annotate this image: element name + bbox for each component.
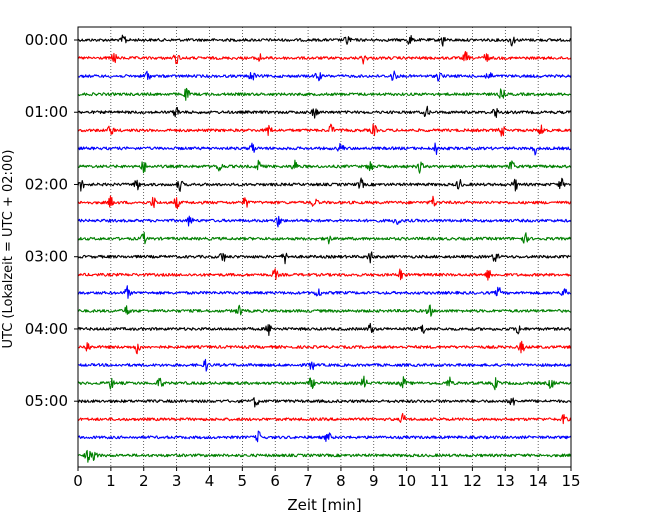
x-tick-label: 6 bbox=[270, 472, 280, 490]
y-tick-label: 03:00 bbox=[25, 248, 68, 266]
trace-0030 bbox=[77, 70, 572, 82]
x-tick-label: 2 bbox=[139, 472, 149, 490]
y-tick-label: 01:00 bbox=[25, 103, 68, 121]
x-tick-label: 7 bbox=[303, 472, 313, 490]
x-tick-label: 0 bbox=[73, 472, 83, 490]
trace-0245 bbox=[77, 231, 572, 245]
y-tick-label: 05:00 bbox=[25, 392, 68, 410]
trace-0445 bbox=[77, 375, 572, 391]
trace-0415 bbox=[77, 340, 572, 355]
trace-0315 bbox=[77, 268, 572, 281]
x-axis-label: Zeit [min] bbox=[287, 496, 361, 514]
trace-0000 bbox=[77, 34, 572, 47]
x-tick-label: 10 bbox=[397, 472, 416, 490]
trace-0330 bbox=[77, 285, 572, 299]
trace-0230 bbox=[77, 215, 572, 228]
y-tick-label: 02:00 bbox=[25, 175, 68, 193]
x-tick-label: 5 bbox=[238, 472, 248, 490]
x-tick-label: 12 bbox=[463, 472, 482, 490]
x-tick-label: 8 bbox=[336, 472, 346, 490]
y-axis: 00:00 01:00 02:00 03:00 04:00 05:00 bbox=[25, 31, 78, 410]
y-tick-label: 00:00 bbox=[25, 31, 68, 49]
x-tick-label: 11 bbox=[430, 472, 449, 490]
x-tick-label: 15 bbox=[561, 472, 580, 490]
x-tick-label: 1 bbox=[106, 472, 116, 490]
trace-0345 bbox=[77, 304, 572, 317]
x-tick-label: 3 bbox=[172, 472, 182, 490]
trace-0130 bbox=[77, 142, 572, 156]
trace-0115 bbox=[77, 123, 572, 137]
trace-0145 bbox=[77, 159, 572, 174]
trace-0545 bbox=[77, 449, 572, 463]
grid-layer bbox=[110, 27, 539, 467]
trace-0500 bbox=[77, 397, 572, 408]
trace-layer bbox=[77, 34, 572, 463]
y-tick-label: 04:00 bbox=[25, 320, 68, 338]
x-tick-label: 4 bbox=[205, 472, 215, 490]
trace-0015 bbox=[77, 51, 572, 65]
trace-0430 bbox=[77, 358, 572, 372]
trace-0300 bbox=[77, 251, 572, 265]
trace-0400 bbox=[77, 322, 572, 336]
trace-0515 bbox=[77, 412, 572, 425]
plot-frame bbox=[77, 26, 572, 468]
trace-0530 bbox=[77, 430, 572, 443]
x-axis: 0 1 2 3 4 5 6 7 8 9 10 11 12 13 14 15 bbox=[73, 467, 581, 490]
x-tick-label: 9 bbox=[369, 472, 379, 490]
trace-0045 bbox=[77, 87, 572, 101]
trace-0215 bbox=[77, 195, 572, 210]
x-tick-label: 14 bbox=[529, 472, 548, 490]
x-tick-label: 13 bbox=[496, 472, 515, 490]
trace-0200 bbox=[77, 177, 572, 192]
trace-0100 bbox=[77, 105, 572, 119]
y-axis-label: UTC (Lokalzeit = UTC + 02:00) bbox=[1, 150, 16, 349]
